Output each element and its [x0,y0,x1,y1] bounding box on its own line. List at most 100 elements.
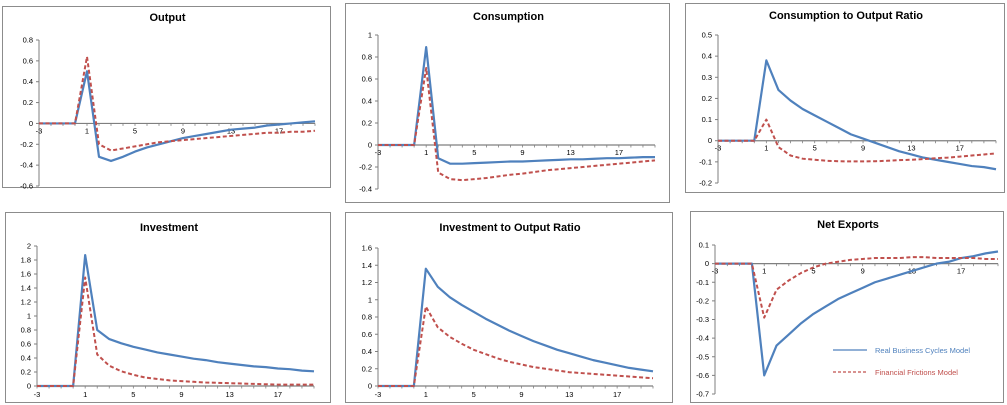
investment-to-output-ratio-x-tick-label: 5 [472,390,476,399]
investment-rbc-line [37,253,315,388]
net-exports-ff-line [715,256,998,319]
consumption-x-tick-label: -3 [375,148,382,157]
consumption-x-tick-label: 1 [424,148,428,157]
investment-y-tick-label: 1.4 [21,284,31,293]
consumption-to-output-ratio-x-tick-label: 17 [956,144,964,153]
consumption-to-output-ratio-x-tick-label: 13 [907,144,915,153]
output-x-tick-label: -3 [36,126,43,135]
chart-svg-consumption-to-output-ratio: Consumption to Output Ratio -0.2 -0.1 0 0.1 0… [699,10,997,188]
investment-to-output-ratio-y-tick-label: 0.2 [362,364,372,373]
consumption-to-output-ratio-x-tick-label: 9 [861,144,865,153]
investment-x-tick-label: -3 [34,390,41,399]
consumption-to-output-ratio-y-tick-label: 0.4 [702,52,712,61]
consumption-y-tick-label: 1 [368,31,372,40]
chart-svg-net-exports: Net Exports -0.7 -0.6 -0.5 -0.4 -0.3 -0.2 -0.1 0… [696,219,999,399]
investment-to-output-ratio-y-tick-label: 1 [368,295,372,304]
net-exports-y-tick-label: -0.6 [696,371,709,380]
output-y-tick-label: -0.2 [20,140,33,149]
consumption-to-output-ratio-title: Consumption to Output Ratio [769,10,923,22]
investment-x-tick-label: 5 [131,390,135,399]
investment-to-output-ratio-ff-line [378,305,654,387]
output-y-tick-label: 0.8 [23,36,33,45]
investment-ff-line [37,276,314,387]
consumption-to-output-ratio-ff-line [718,118,997,163]
investment-x-tick-label: 13 [226,390,234,399]
output-y-tick-label: -0.6 [20,182,33,191]
net-exports-y-tick-label: 0 [705,259,709,268]
output-y-tick-label: 0 [29,119,33,128]
investment-to-output-ratio-y-tick-label: 0 [368,382,372,391]
legend-label-rbc: Real Business Cycles Model [875,346,970,355]
chart-panel-net-exports: Net Exports -0.7 -0.6 -0.5 -0.4 -0.3 -0.2 -0.1 0… [690,211,1004,403]
consumption-x-tick-label: 17 [615,148,623,157]
output-x-tick-label: 13 [227,126,235,135]
net-exports-y-tick-label: -0.2 [696,296,709,305]
output-x-tick-label: 5 [133,126,137,135]
chart-svg-consumption: Consumption -0.4 -0.2 0 0.2 0.4 0.6 0.8 1 -3 1 5 9 13… [359,11,656,194]
investment-to-output-ratio-y-tick-label: 0.6 [362,330,372,339]
investment-y-tick-label: 0.4 [21,354,31,363]
consumption-to-output-ratio-y-tick-label: 0.3 [702,73,712,82]
net-exports-y-tick-label: -0.5 [696,352,709,361]
net-exports-y-tick-label: -0.3 [696,315,709,324]
net-exports-title: Net Exports [817,219,879,231]
consumption-to-output-ratio-y-tick-label: 0.1 [702,115,712,124]
investment-to-output-ratio-y-tick-label: 0.8 [362,313,372,322]
consumption-y-tick-label: 0.8 [362,53,372,62]
investment-y-tick-label: 0.2 [21,368,31,377]
consumption-x-tick-label: 5 [472,148,476,157]
consumption-to-output-ratio-y-tick-label: -0.1 [699,157,712,166]
net-exports-x-tick-label: -3 [712,267,719,276]
output-ff-line [39,55,316,152]
chart-panel-output: Output -0.6 -0.4 -0.2 0 0.2 0.4 0.6 0.8 -3 1 5 9 13 17 [2,6,331,191]
investment-to-output-ratio-x-tick-label: 1 [424,390,428,399]
net-exports-y-tick-label: -0.7 [696,390,709,399]
net-exports-x-tick-label: 17 [957,267,965,276]
legend-label-ff: Financial Frictions Model [875,368,958,377]
net-exports-x-tick-label: 5 [811,267,815,276]
chart-svg-investment: Investment 0 0.2 0.4 0.6 0.8 1 1.2 1.4 1.6 1.8 2 -3 1… [21,222,315,399]
output-title: Output [149,12,185,24]
output-x-tick-label: 1 [85,126,89,135]
consumption-y-tick-label: -0.2 [359,163,372,172]
chart-panel-consumption-to-output-ratio: Consumption to Output Ratio -0.2 -0.1 0 0.1 0… [685,3,1005,193]
consumption-x-tick-label: 9 [520,148,524,157]
output-y-tick-label: -0.4 [20,161,33,170]
output-y-tick-label: 0.2 [23,98,33,107]
investment-x-tick-label: 17 [274,390,282,399]
investment-y-tick-label: 1.6 [21,270,31,279]
output-x-tick-label: 17 [275,126,283,135]
chart-svg-output: Output -0.6 -0.4 -0.2 0 0.2 0.4 0.6 0.8 -3 1 5 9 13 17 [20,12,316,191]
investment-title: Investment [140,222,198,234]
output-rbc-line [39,70,316,163]
net-exports-rbc-line [715,250,999,377]
investment-to-output-ratio-y-tick-label: 1.2 [362,278,372,287]
investment-to-output-ratio-x-tick-label: 13 [565,390,573,399]
consumption-y-tick-label: 0 [368,141,372,150]
chart-panel-consumption: Consumption -0.4 -0.2 0 0.2 0.4 0.6 0.8 1 -3 1 5 9 13… [345,3,670,203]
investment-to-output-ratio-x-tick-label: -3 [375,390,382,399]
output-y-tick-label: 0.6 [23,56,33,65]
investment-y-tick-label: 0 [27,382,31,391]
consumption-to-output-ratio-y-tick-label: 0 [708,136,712,145]
consumption-to-output-ratio-y-tick-label: 0.2 [702,94,712,103]
investment-to-output-ratio-y-tick-label: 1.4 [362,261,372,270]
investment-to-output-ratio-rbc-line [378,267,654,388]
investment-to-output-ratio-title: Investment to Output Ratio [439,222,580,234]
net-exports-y-tick-label: -0.1 [696,278,709,287]
consumption-to-output-ratio-y-tick-label: -0.2 [699,179,712,188]
chart-svg-investment-to-output-ratio: Investment to Output Ratio 0 0.2 0.4 0.6 0.8 1… [362,222,654,399]
investment-y-tick-label: 1 [27,312,31,321]
investment-to-output-ratio-x-tick-label: 17 [613,390,621,399]
investment-to-output-ratio-x-tick-label: 9 [519,390,523,399]
investment-y-tick-label: 1.8 [21,256,31,265]
consumption-rbc-line [378,45,655,165]
chart-panel-investment: Investment 0 0.2 0.4 0.6 0.8 1 1.2 1.4 1.6 1.8 2 -3 1… [5,212,331,403]
consumption-y-tick-label: 0.6 [362,75,372,84]
consumption-to-output-ratio-x-tick-label: 1 [764,144,768,153]
investment-to-output-ratio-y-tick-label: 1.6 [362,244,372,253]
output-y-tick-label: 0.4 [23,77,33,86]
investment-y-tick-label: 2 [27,242,31,251]
consumption-y-tick-label: 0.4 [362,97,372,106]
consumption-x-tick-label: 13 [567,148,575,157]
